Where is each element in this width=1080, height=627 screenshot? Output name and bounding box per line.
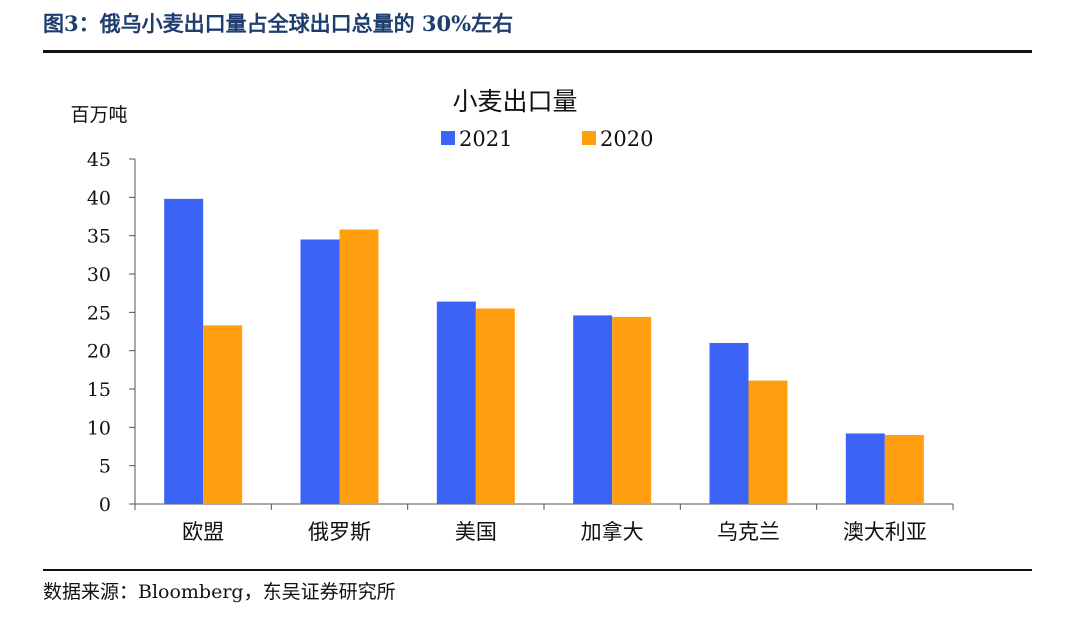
y-tick-label: 15 xyxy=(87,379,111,401)
legend-swatch-2021 xyxy=(441,131,455,145)
bars xyxy=(164,198,924,505)
bar-2020-5 xyxy=(884,435,924,504)
y-tick-label: 40 xyxy=(87,187,111,209)
figure-title: 图3：俄乌小麦出口量占全球出口总量的 30%左右 xyxy=(43,11,514,36)
bar-2021-0 xyxy=(164,198,204,504)
bar-2021-4 xyxy=(709,343,749,504)
y-tick-label: 20 xyxy=(87,341,111,363)
x-axis-labels: 欧盟 俄罗斯 美国 加拿大 乌克兰 澳大利亚 xyxy=(182,520,927,544)
y-axis-unit-label: 百万吨 xyxy=(70,104,127,126)
source-note: 数据来源：Bloomberg，东吴证券研究所 xyxy=(43,581,396,603)
top-rule xyxy=(43,50,1032,53)
chart-title: 小麦出口量 xyxy=(452,87,577,116)
x-tick-label: 美国 xyxy=(455,520,497,544)
bar-2021-2 xyxy=(436,301,476,504)
y-tick-label: 35 xyxy=(87,226,111,248)
x-tick-label: 欧盟 xyxy=(182,520,224,544)
y-tick-label: 0 xyxy=(99,494,111,516)
x-tick-label: 澳大利亚 xyxy=(843,520,927,544)
legend: 2021 2020 xyxy=(441,127,653,151)
y-tick-label: 5 xyxy=(99,456,111,478)
bar-2021-1 xyxy=(300,239,340,504)
bar-2020-4 xyxy=(748,380,788,504)
x-tick-label: 俄罗斯 xyxy=(308,520,371,544)
y-tick-label: 25 xyxy=(87,302,111,324)
y-tick-label: 45 xyxy=(87,149,111,171)
bar-2020-3 xyxy=(612,316,652,504)
axes: 0 5 10 15 20 25 30 35 40 45 xyxy=(87,149,954,516)
legend-label: 2020 xyxy=(600,127,653,151)
bar-2021-5 xyxy=(845,433,885,504)
legend-label: 2021 xyxy=(459,127,512,151)
legend-swatch-2020 xyxy=(582,131,596,145)
bar-2021-3 xyxy=(573,315,613,504)
y-tick-label: 30 xyxy=(87,264,111,286)
y-tick-label: 10 xyxy=(87,417,111,439)
bar-2020-1 xyxy=(339,229,379,505)
x-tick-label: 加拿大 xyxy=(581,520,644,544)
bottom-rule xyxy=(43,569,1032,571)
bar-2020-0 xyxy=(203,325,243,504)
x-tick-label: 乌克兰 xyxy=(717,520,780,544)
bar-2020-2 xyxy=(475,308,515,504)
